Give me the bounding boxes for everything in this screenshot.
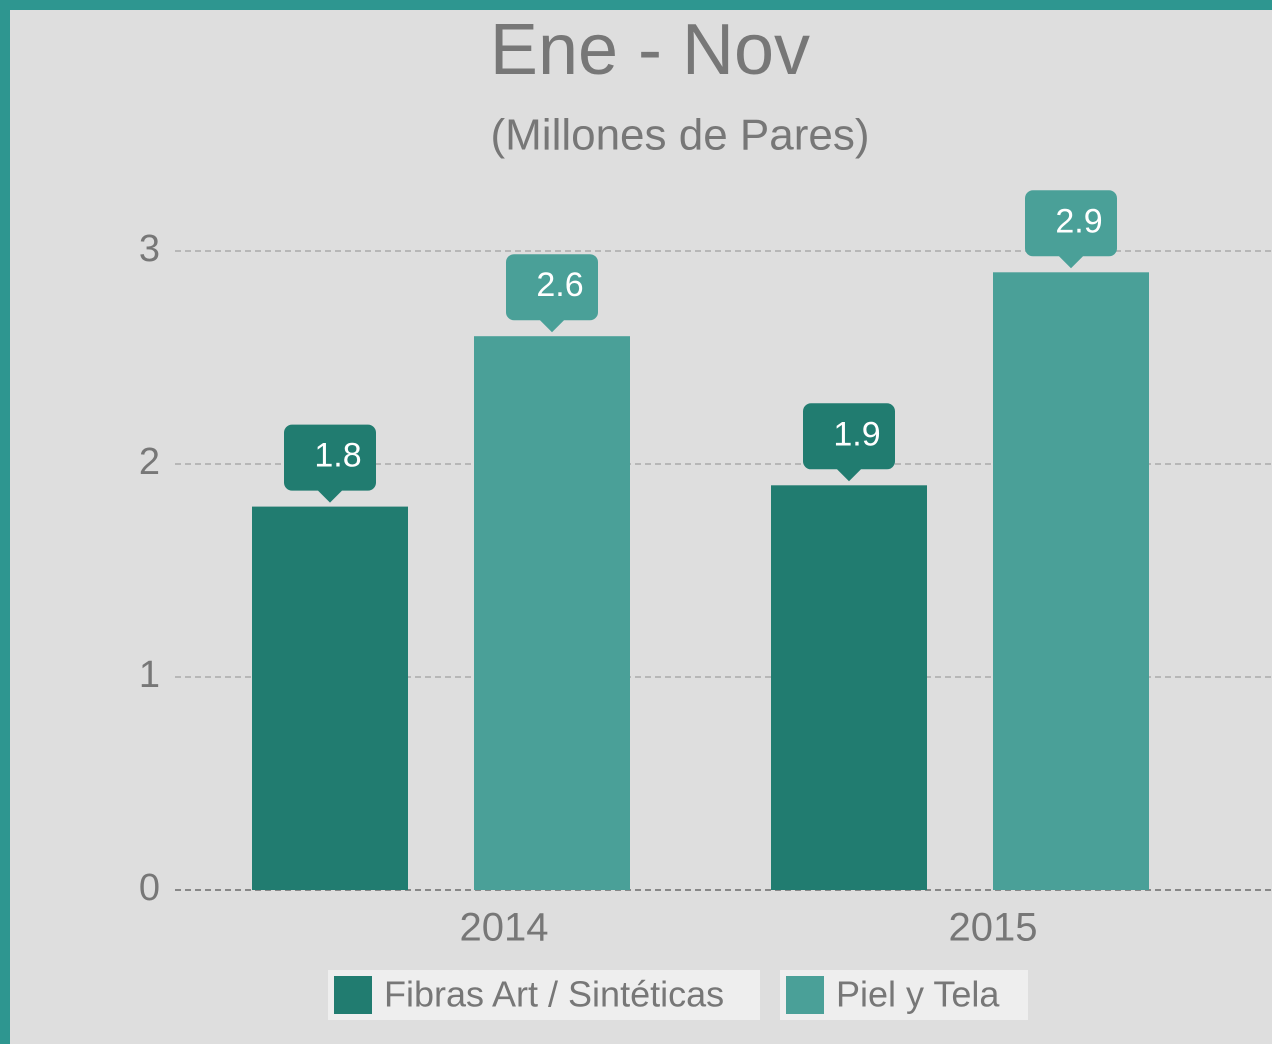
- y-tick-label: 3: [139, 228, 160, 270]
- value-label-box: [506, 254, 598, 333]
- legend-label: Piel y Tela: [836, 974, 1000, 1015]
- legend-item-bg: [328, 970, 760, 1020]
- bar: [474, 336, 630, 890]
- legend-swatch: [334, 976, 372, 1014]
- legend-swatch: [786, 976, 824, 1014]
- bar: [252, 506, 408, 890]
- value-label: 1.9: [833, 415, 880, 453]
- x-tick-label: 2015: [949, 906, 1038, 950]
- y-tick-label: 0: [139, 867, 160, 909]
- value-label: 2.6: [536, 266, 583, 304]
- bar: [771, 485, 927, 890]
- chart-title: Ene - Nov: [490, 10, 810, 90]
- y-tick-label: 2: [139, 441, 160, 483]
- value-label: 2.9: [1055, 202, 1102, 240]
- bar: [993, 272, 1149, 890]
- value-label-box: [1025, 190, 1117, 269]
- value-label: 1.8: [314, 437, 361, 475]
- value-label-box: [803, 403, 895, 482]
- chart-subtitle: (Millones de Pares): [490, 111, 869, 160]
- legend-label: Fibras Art / Sintéticas: [384, 974, 724, 1015]
- x-tick-label: 2014: [460, 906, 549, 950]
- y-tick-label: 1: [139, 654, 160, 696]
- value-label-box: [284, 424, 376, 503]
